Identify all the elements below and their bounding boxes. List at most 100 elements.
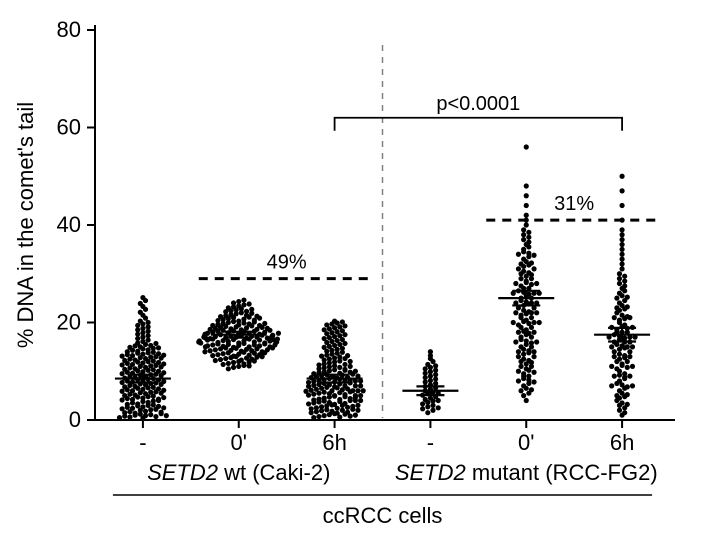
data-point [516,354,521,359]
data-point [221,351,226,356]
x-tick-label: 6h [610,430,634,455]
data-point [518,283,523,288]
data-point [521,319,526,324]
data-point [617,395,622,400]
data-point [146,400,151,405]
data-point [617,308,622,313]
data-point [617,373,622,378]
data-point [531,370,536,375]
data-point [622,306,627,311]
data-point [524,338,529,343]
data-point [309,406,314,411]
data-point [151,367,156,372]
data-point [306,380,311,385]
y-axis-label: % DNA in the comet's tail [13,102,38,348]
data-point [526,262,531,267]
data-point [140,360,145,365]
data-point [332,384,337,389]
data-point [236,340,241,345]
comet-tail-scatter: 020406080% DNA in the comet's tail-0'6h-… [0,0,707,535]
data-point [353,369,358,374]
data-point [218,357,223,362]
data-point [140,352,145,357]
data-point [231,360,236,365]
data-point [146,347,151,352]
data-point [350,388,355,393]
data-point [215,352,220,357]
data-point [156,404,161,409]
data-point [247,301,252,306]
data-point [529,315,534,320]
data-point [221,362,226,367]
data-point [153,414,158,419]
data-point [120,371,125,376]
x-tick-label: - [427,430,434,455]
data-point [156,396,161,401]
data-point [316,414,321,419]
data-point [524,193,529,198]
data-point [345,353,350,358]
data-point [526,251,531,256]
data-point [420,406,425,411]
data-point [521,249,526,254]
data-point [627,354,632,359]
data-point [125,349,130,354]
data-point [311,371,316,376]
data-point [322,345,327,350]
data-point [627,374,632,379]
data-point [516,252,521,257]
data-point [231,354,236,359]
data-point [524,386,529,391]
data-point [247,344,252,349]
data-point [534,310,539,315]
data-point [521,352,526,357]
data-point [423,397,428,402]
data-point [619,237,624,242]
data-point [127,345,132,350]
data-point [526,230,531,235]
x-tick-label: 0' [518,430,534,455]
data-point [353,398,358,403]
data-point [223,356,228,361]
data-point [244,309,249,314]
data-point [619,382,624,387]
data-point [521,329,526,334]
data-point [140,415,145,420]
data-point [358,383,363,388]
data-point [117,415,122,420]
data-point [619,188,624,193]
repair-pct-label: 49% [267,252,307,274]
data-point [619,203,624,208]
pvalue-label: p<0.0001 [436,93,520,115]
y-tick-label: 80 [57,17,81,42]
data-point [521,393,526,398]
data-point [265,326,270,331]
data-point [226,361,231,366]
data-point [260,349,265,354]
data-point [151,394,156,399]
data-point [143,356,148,361]
data-point [140,387,145,392]
data-point [518,337,523,342]
data-point [120,354,125,359]
data-point [247,321,252,326]
data-point [138,301,143,306]
data-point [428,349,433,354]
group-label: SETD2 mutant (RCC-FG2) [395,460,658,485]
data-point [513,339,518,344]
y-tick-label: 20 [57,310,81,335]
data-point [340,408,345,413]
data-point [516,322,521,327]
data-point [335,411,340,416]
data-point [537,320,542,325]
data-point [148,343,153,348]
data-point [614,381,619,386]
data-point [156,345,161,350]
data-point [140,395,145,400]
data-point [619,261,624,266]
data-point [521,347,526,352]
data-point [516,378,521,383]
data-point [130,397,135,402]
repair-pct-label: 31% [554,193,594,215]
y-tick-label: 40 [57,212,81,237]
